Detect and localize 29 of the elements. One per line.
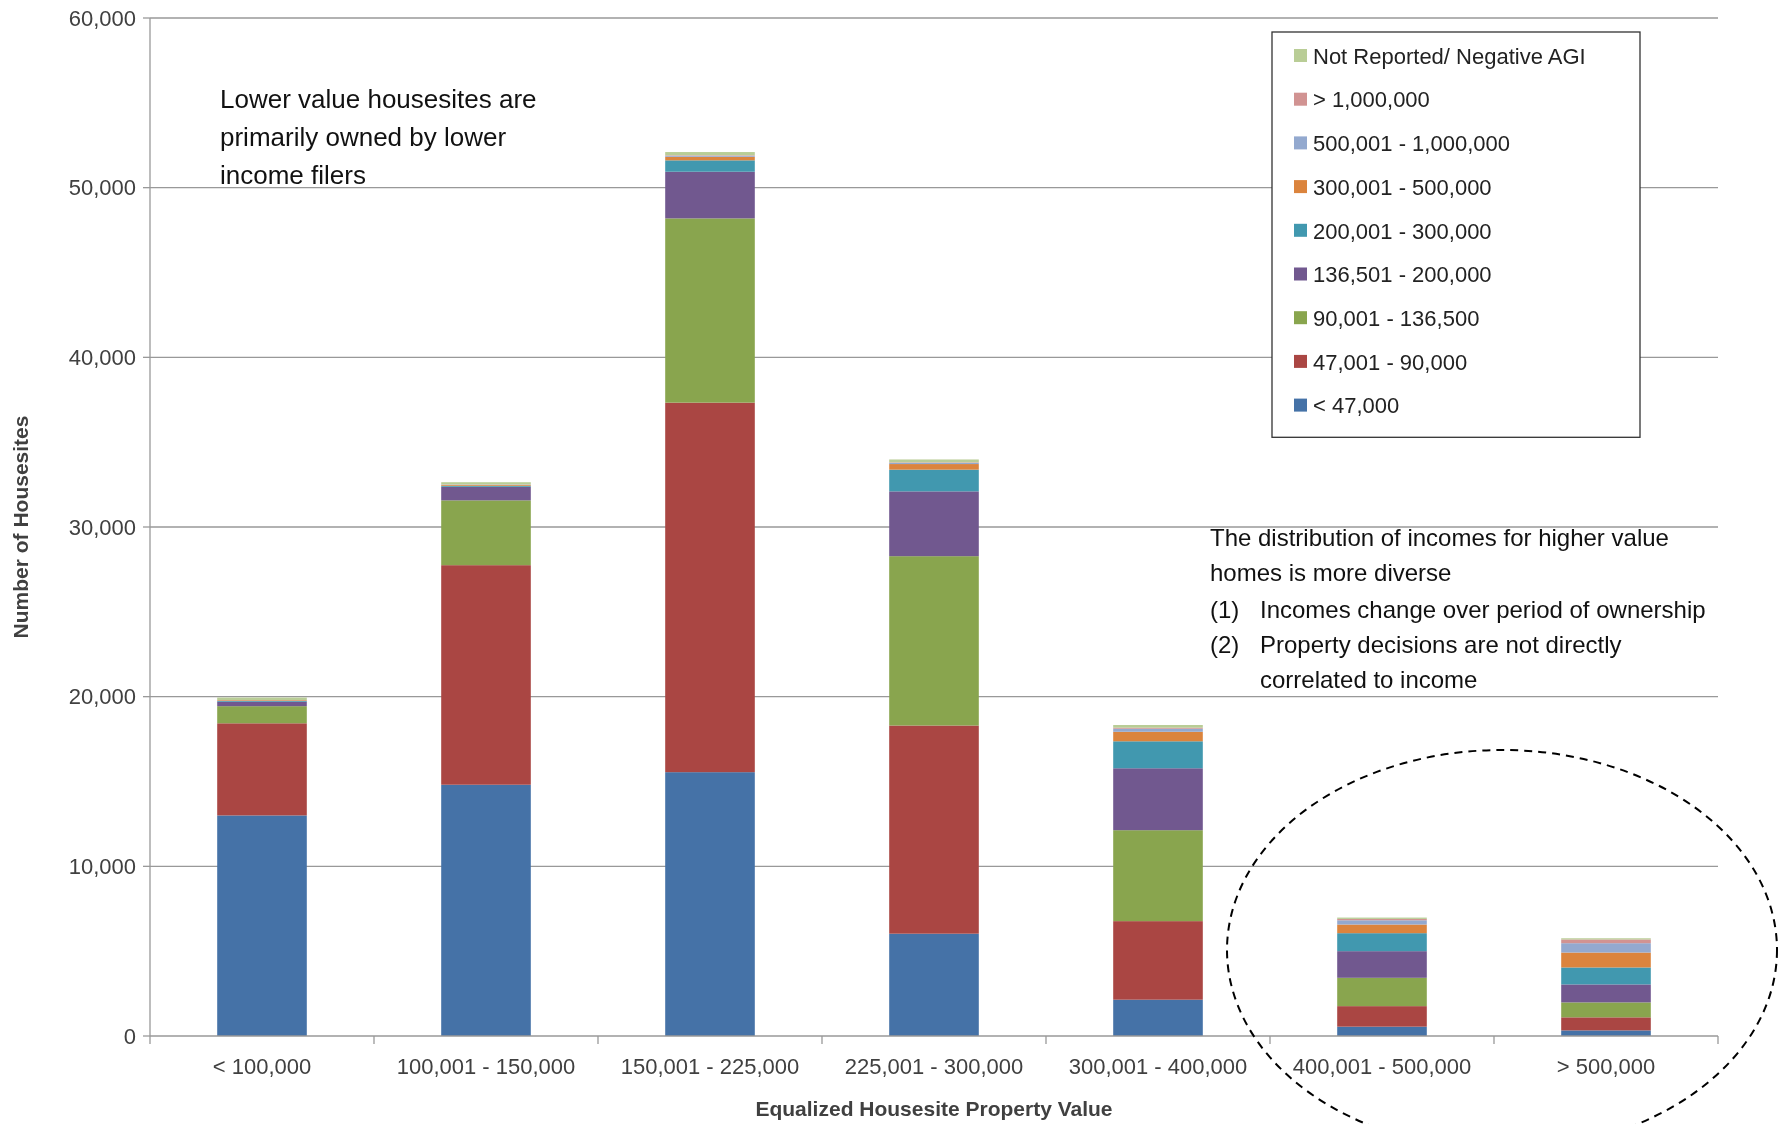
annotation: Lower value housesites are primarily owned by lower income filers <box>220 84 537 190</box>
x-axis-title: Equalized Housesite Property Value <box>755 1097 1113 1120</box>
y-tick-label: 30,000 <box>68 514 136 540</box>
legend-label: 500,001 - 1,000,000 <box>1313 131 1510 157</box>
y-tick-label: 40,000 <box>68 345 136 371</box>
x-tick-label: 225,001 - 300,000 <box>844 1054 1024 1079</box>
x-tick-label: > 500,000 <box>1556 1054 1656 1079</box>
annotation: (2) Property decisions are not directly correlated to income <box>1210 631 1622 693</box>
x-tick-label: 100,001 - 150,000 <box>396 1054 576 1079</box>
legend-label: 200,001 - 300,000 <box>1313 218 1492 244</box>
x-tick-label: 150,001 - 225,000 <box>620 1054 800 1079</box>
x-tick-label: 300,001 - 400,000 <box>1068 1054 1248 1079</box>
y-tick-label: 50,000 <box>68 175 136 201</box>
y-tick-label: 10,000 <box>68 854 136 880</box>
legend-label: 90,001 - 136,500 <box>1313 305 1480 331</box>
y-tick-label: 60,000 <box>68 5 136 31</box>
legend-label: 300,001 - 500,000 <box>1313 174 1492 200</box>
x-tick-label: < 100,000 <box>212 1054 312 1079</box>
y-axis-title: Number of Housesites <box>9 415 32 639</box>
x-tick-label: 400,001 - 500,000 <box>1292 1054 1472 1079</box>
legend-label: > 1,000,000 <box>1313 87 1430 113</box>
y-tick-label: 20,000 <box>68 684 136 710</box>
annotation: The distribution of incomes for higher value homes is more diverse <box>1210 524 1669 586</box>
legend-label: 136,501 - 200,000 <box>1313 262 1492 288</box>
legend-label: Not Reported/ Negative AGI <box>1313 43 1586 69</box>
y-tick-label: 0 <box>123 1023 136 1049</box>
legend-label: 47,001 - 90,000 <box>1313 349 1468 375</box>
annotation: (1) Incomes change over period of ownership <box>1210 596 1706 623</box>
legend-label: < 47,000 <box>1313 393 1400 419</box>
